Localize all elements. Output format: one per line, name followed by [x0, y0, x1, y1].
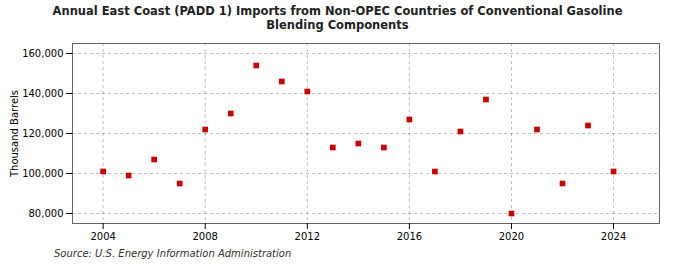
- html-text:Source: U.S. Energy Informatio: Source: U.S. Energy Information Administ…: [54, 247, 292, 259]
- svg-text:100,000: 100,000: [22, 167, 63, 178]
- svg-text:2016: 2016: [397, 230, 422, 241]
- svg-text:2024: 2024: [601, 230, 626, 241]
- svg-text:2008: 2008: [192, 230, 217, 241]
- svg-text:140,000: 140,000: [22, 87, 63, 98]
- svg-text:160,000: 160,000: [22, 47, 63, 58]
- svg-text:80,000: 80,000: [29, 207, 64, 218]
- svg-text:120,000: 120,000: [22, 127, 63, 138]
- svg-text:2012: 2012: [295, 230, 320, 241]
- svg-text:2004: 2004: [90, 230, 115, 241]
- svg-text:Thousand Barrels: Thousand Barrels: [9, 90, 20, 178]
- svg-text:2020: 2020: [499, 230, 524, 241]
- html-text:Annual East Coast (PADD 1) Imp: Annual East Coast (PADD 1) Imports from …: [52, 4, 623, 33]
